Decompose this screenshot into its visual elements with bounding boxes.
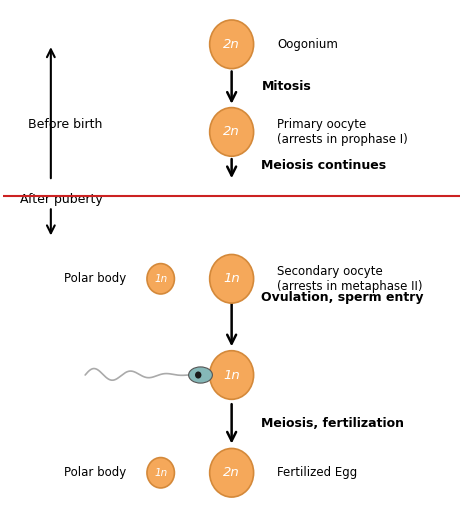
Text: Polar body: Polar body bbox=[64, 272, 126, 285]
Text: Meiosis continues: Meiosis continues bbox=[262, 159, 387, 173]
Circle shape bbox=[210, 351, 254, 399]
Circle shape bbox=[147, 264, 175, 294]
Circle shape bbox=[210, 254, 254, 303]
Text: 1n: 1n bbox=[223, 272, 240, 285]
Circle shape bbox=[210, 449, 254, 497]
Text: 2n: 2n bbox=[223, 466, 240, 479]
Circle shape bbox=[210, 20, 254, 69]
Text: Fertilized Egg: Fertilized Egg bbox=[278, 466, 358, 479]
Circle shape bbox=[210, 108, 254, 156]
Text: 1n: 1n bbox=[223, 369, 240, 381]
Text: Secondary oocyte
(arrests in metaphase II): Secondary oocyte (arrests in metaphase I… bbox=[278, 265, 423, 293]
Text: 2n: 2n bbox=[223, 125, 240, 138]
Text: Primary oocyte
(arrests in prophase I): Primary oocyte (arrests in prophase I) bbox=[278, 118, 408, 146]
Text: Meiosis, fertilization: Meiosis, fertilization bbox=[262, 417, 404, 430]
Text: Mitosis: Mitosis bbox=[262, 80, 311, 93]
Text: Before birth: Before birth bbox=[28, 118, 102, 131]
Circle shape bbox=[147, 458, 175, 488]
Text: 1n: 1n bbox=[154, 468, 168, 478]
Ellipse shape bbox=[189, 367, 212, 383]
Text: 1n: 1n bbox=[154, 274, 168, 284]
Text: Oogonium: Oogonium bbox=[278, 38, 338, 51]
Text: Ovulation, sperm entry: Ovulation, sperm entry bbox=[262, 291, 424, 304]
Text: 2n: 2n bbox=[223, 38, 240, 51]
Text: After puberty: After puberty bbox=[20, 193, 103, 206]
Circle shape bbox=[195, 372, 201, 378]
Text: Polar body: Polar body bbox=[64, 466, 126, 479]
